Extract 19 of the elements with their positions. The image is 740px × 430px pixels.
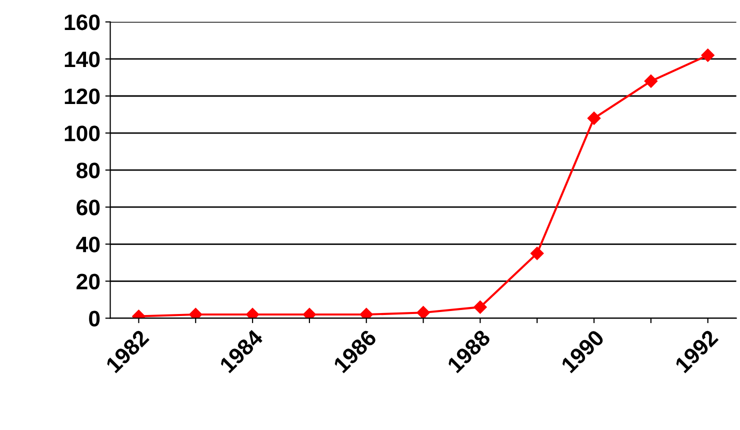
- y-tick-label: 160: [64, 14, 100, 30]
- y-tick-label: 0: [89, 310, 100, 326]
- y-tick-label: 20: [76, 274, 100, 290]
- point: [644, 74, 658, 88]
- point: [530, 246, 544, 260]
- point: [416, 306, 430, 318]
- y-tick-label: 140: [64, 52, 100, 68]
- y-tick-label: 80: [76, 162, 100, 178]
- y-tick-label: 40: [76, 236, 100, 252]
- point: [474, 300, 487, 314]
- y-tick-label: 60: [76, 200, 100, 216]
- y-tick-label: 120: [64, 88, 100, 104]
- point: [302, 308, 316, 318]
- point: [360, 308, 373, 318]
- point: [189, 308, 202, 318]
- point: [246, 308, 260, 318]
- point: [701, 48, 714, 62]
- y-tick-label: 100: [64, 126, 100, 142]
- point: [587, 112, 601, 125]
